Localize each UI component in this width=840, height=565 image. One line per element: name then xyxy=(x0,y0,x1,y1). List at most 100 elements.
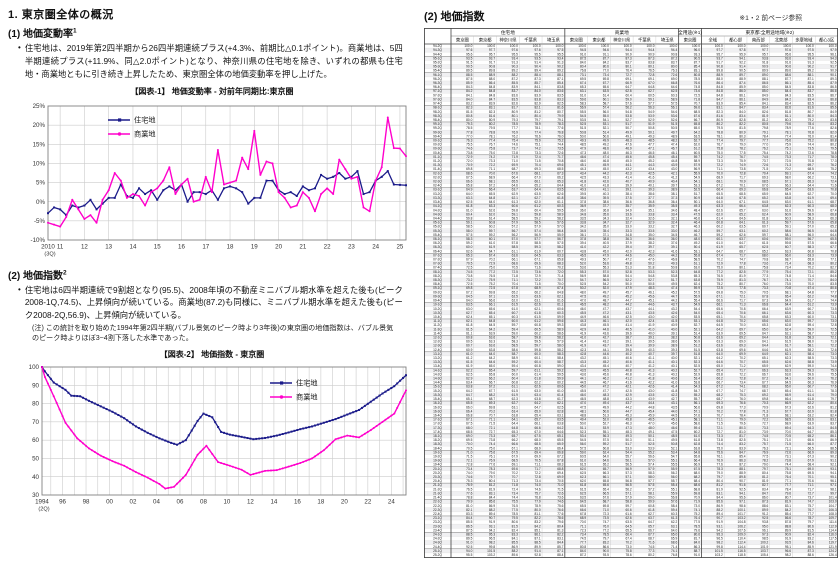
svg-text:72.6: 72.6 xyxy=(808,151,814,155)
svg-text:78.8: 78.8 xyxy=(489,130,495,134)
section2-note: (注) この統計を取り始めた1994年第2四半期(バブル景気のピーク時より3年後… xyxy=(32,324,394,343)
svg-text:82.5: 82.5 xyxy=(739,438,745,442)
svg-text:54.9: 54.9 xyxy=(694,175,700,179)
svg-text:49.7: 49.7 xyxy=(603,290,609,294)
svg-text:77.7: 77.7 xyxy=(580,541,586,545)
svg-text:69.1: 69.1 xyxy=(785,171,791,175)
svg-text:95.5: 95.5 xyxy=(534,52,540,56)
svg-text:75.7: 75.7 xyxy=(762,442,768,446)
svg-text:42.2: 42.2 xyxy=(648,381,654,385)
svg-text:100.0: 100.0 xyxy=(715,44,723,48)
svg-text:86.9: 86.9 xyxy=(717,504,723,508)
svg-text:100.0: 100.0 xyxy=(555,44,563,48)
svg-text:78.5: 78.5 xyxy=(694,77,700,81)
svg-text:40.6: 40.6 xyxy=(625,360,631,364)
table-grid xyxy=(424,28,838,558)
svg-text:60.7: 60.7 xyxy=(785,245,791,249)
svg-text:82.3: 82.3 xyxy=(717,110,723,114)
svg-text:63.5: 63.5 xyxy=(603,89,609,93)
svg-text:78.1: 78.1 xyxy=(717,134,723,138)
svg-text:71.9: 71.9 xyxy=(694,500,700,504)
svg-text:40.0: 40.0 xyxy=(648,331,654,335)
svg-text:68.1: 68.1 xyxy=(717,180,723,184)
svg-text:61.3: 61.3 xyxy=(512,200,518,204)
svg-text:67.9: 67.9 xyxy=(466,258,472,262)
svg-text:78.8: 78.8 xyxy=(466,496,472,500)
svg-text:69.7: 69.7 xyxy=(808,163,814,167)
svg-text:81.3: 81.3 xyxy=(739,278,745,282)
svg-text:60.3: 60.3 xyxy=(671,512,677,516)
svg-text:51.7: 51.7 xyxy=(625,442,631,446)
svg-text:60.1: 60.1 xyxy=(534,356,540,360)
svg-text:89.2: 89.2 xyxy=(808,69,814,73)
svg-text:58.9: 58.9 xyxy=(557,212,563,216)
svg-text:68.2: 68.2 xyxy=(717,393,723,397)
svg-text:68.9: 68.9 xyxy=(785,422,791,426)
svg-text:60.3: 60.3 xyxy=(785,216,791,220)
svg-text:59.7: 59.7 xyxy=(694,155,700,159)
svg-text:94-3Q: 94-3Q xyxy=(433,48,442,52)
svg-text:58.7: 58.7 xyxy=(512,352,518,356)
svg-text:87.7: 87.7 xyxy=(785,77,791,81)
svg-text:84.7: 84.7 xyxy=(762,491,768,495)
svg-text:72.2: 72.2 xyxy=(717,163,723,167)
svg-text:43.4: 43.4 xyxy=(580,364,586,368)
svg-text:56.1: 56.1 xyxy=(694,401,700,405)
svg-text:72.8: 72.8 xyxy=(466,463,472,467)
svg-text:73.2: 73.2 xyxy=(466,278,472,282)
svg-text:88.8: 88.8 xyxy=(785,524,791,528)
svg-text:68.3: 68.3 xyxy=(557,463,563,467)
svg-text:61.4: 61.4 xyxy=(489,216,495,220)
svg-text:57.1: 57.1 xyxy=(694,409,700,413)
svg-text:64.2: 64.2 xyxy=(466,389,472,393)
svg-text:30: 30 xyxy=(32,492,39,499)
svg-text:77.6: 77.6 xyxy=(557,512,563,516)
svg-text:75.9: 75.9 xyxy=(785,143,791,147)
svg-text:57.7: 57.7 xyxy=(648,479,654,483)
svg-text:55.4: 55.4 xyxy=(694,299,700,303)
svg-text:77.0: 77.0 xyxy=(603,69,609,73)
svg-text:12: 12 xyxy=(247,499,254,506)
svg-text:92.5: 92.5 xyxy=(739,487,745,491)
svg-text:46.5: 46.5 xyxy=(580,253,586,257)
svg-text:15: 15 xyxy=(154,243,161,250)
svg-text:70.6: 70.6 xyxy=(808,479,814,483)
svg-text:43.0: 43.0 xyxy=(671,167,677,171)
svg-text:88.5: 88.5 xyxy=(830,446,836,450)
svg-text:72.1: 72.1 xyxy=(739,294,745,298)
svg-text:64.0: 64.0 xyxy=(466,192,472,196)
svg-text:69.7: 69.7 xyxy=(739,327,745,331)
svg-text:50.6: 50.6 xyxy=(603,134,609,138)
svg-text:66.6: 66.6 xyxy=(466,180,472,184)
svg-text:56.2: 56.2 xyxy=(625,487,631,491)
svg-text:41.4: 41.4 xyxy=(580,340,586,344)
svg-text:96-1Q: 96-1Q xyxy=(433,73,442,77)
svg-text:42.5: 42.5 xyxy=(625,315,631,319)
svg-text:59.4: 59.4 xyxy=(512,327,518,331)
svg-text:61.6: 61.6 xyxy=(557,299,563,303)
svg-text:75.8: 75.8 xyxy=(785,471,791,475)
svg-text:72.1: 72.1 xyxy=(717,426,723,430)
svg-text:89.6: 89.6 xyxy=(512,553,518,557)
svg-text:70.0: 70.0 xyxy=(557,282,563,286)
svg-text:46.6: 46.6 xyxy=(603,315,609,319)
svg-text:34.9: 34.9 xyxy=(625,208,631,212)
svg-text:63.5: 63.5 xyxy=(466,303,472,307)
svg-text:69.0: 69.0 xyxy=(466,434,472,438)
svg-text:70.2: 70.2 xyxy=(739,319,745,323)
svg-text:46.6: 46.6 xyxy=(671,426,677,430)
svg-text:75.6: 75.6 xyxy=(717,450,723,454)
svg-text:95-2Q: 95-2Q xyxy=(433,61,442,65)
svg-text:19-4Q: 19-4Q xyxy=(433,463,442,467)
svg-text:76.5: 76.5 xyxy=(648,69,654,73)
svg-text:80.4: 80.4 xyxy=(717,479,723,483)
svg-text:63.0: 63.0 xyxy=(694,266,700,270)
svg-text:45.0: 45.0 xyxy=(603,167,609,171)
svg-text:71.4: 71.4 xyxy=(671,545,677,549)
svg-text:36.6: 36.6 xyxy=(625,200,631,204)
svg-text:63.6: 63.6 xyxy=(717,335,723,339)
svg-text:75.4: 75.4 xyxy=(785,270,791,274)
svg-text:81.6: 81.6 xyxy=(717,114,723,118)
svg-text:96.1: 96.1 xyxy=(830,479,836,483)
svg-text:65.7: 65.7 xyxy=(603,467,609,471)
